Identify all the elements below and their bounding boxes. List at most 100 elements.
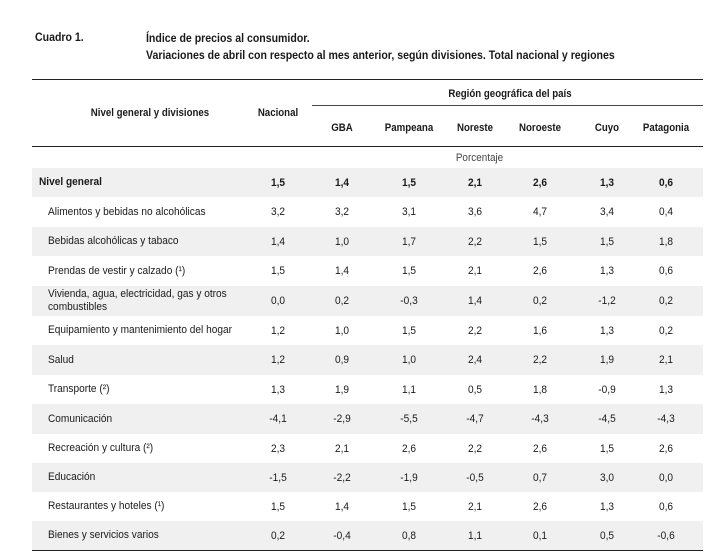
row-value: 1,3 — [270, 383, 286, 396]
row-value: 2,2 — [467, 235, 483, 248]
header-bottom-rule — [32, 146, 703, 147]
row-value: 2,6 — [658, 442, 674, 455]
row-value: -1,2 — [598, 295, 616, 307]
row-value: 3,4 — [599, 206, 615, 218]
row-label: Comunicación — [48, 412, 113, 425]
row-value: 1,5 — [401, 176, 417, 189]
row-value: 2,1 — [467, 265, 483, 277]
row-label: Equipamiento y mantenimiento del hogar — [48, 324, 232, 336]
row-value: 1,7 — [401, 235, 417, 248]
row-value: 2,1 — [334, 442, 350, 455]
row-value: 1,5 — [599, 442, 615, 455]
row-value: 2,6 — [532, 442, 548, 455]
unit-label: Porcentaje — [455, 152, 504, 164]
row-value: 2,1 — [658, 354, 674, 366]
row-label: Vivienda, agua, electricidad, gas y otro… — [48, 288, 227, 313]
row-value: 1,4 — [467, 295, 483, 307]
row-value: -4,3 — [531, 413, 549, 425]
row-value: 1,5 — [401, 324, 417, 337]
table-row: Vivienda, agua, electricidad, gas y otro… — [32, 286, 703, 316]
row-label: Bienes y servicios varios — [48, 529, 159, 541]
row-value: 1,5 — [599, 235, 615, 248]
table-row: Alimentos y bebidas no alcohólicas 3,2 3,2… — [32, 197, 703, 227]
table-row: Recreación y cultura (²) 2,3 2,1 2,6 2,2 2,6 1… — [32, 434, 703, 463]
caption-title: Índice de precios al consumidor. Variaci… — [146, 30, 615, 64]
row-value: 0,2 — [658, 324, 674, 337]
column-header-patagonia: Patagonia — [642, 122, 690, 134]
row-value: -4,1 — [269, 413, 287, 425]
row-value: 1,6 — [532, 324, 548, 337]
row-value: 1,5 — [270, 265, 286, 277]
table-row: Transporte (²) 1,3 1,9 1,1 0,5 1,8 -0,9 1,3 — [32, 375, 703, 404]
row-value: 0,0 — [270, 295, 286, 307]
table-row: Prendas de vestir y calzado (¹) 1,5 1,4 1,5… — [32, 256, 703, 286]
row-value: 2,6 — [532, 176, 548, 189]
row-label: Alimentos y bebidas no alcohólicas — [48, 205, 206, 218]
row-value: 1,0 — [334, 235, 350, 248]
row-label: Prendas de vestir y calzado (¹) — [48, 264, 186, 277]
column-header-region-group: Región geográfica del país — [448, 88, 572, 100]
row-value: 2,4 — [467, 354, 483, 366]
row-value: -0,5 — [466, 471, 484, 484]
row-label: Recreación y cultura (²) — [48, 442, 154, 454]
row-label: Salud — [48, 353, 74, 366]
row-value: 3,0 — [599, 471, 615, 484]
column-header-divisions: Nivel general y divisiones — [90, 107, 210, 119]
row-value: -5,5 — [400, 413, 418, 425]
row-value: 1,4 — [334, 500, 350, 513]
row-value: 2,2 — [467, 442, 483, 455]
row-value: 3,6 — [467, 206, 483, 218]
row-value: 1,5 — [270, 500, 286, 513]
row-value: 1,0 — [401, 354, 417, 366]
table-row: Comunicación -4,1 -2,9 -5,5 -4,7 -4,3 -4,5 -4,3 — [32, 404, 703, 434]
row-value: 0,8 — [401, 529, 417, 542]
row-value: 1,3 — [599, 324, 615, 337]
row-label: Bebidas alcohólicas y tabaco — [48, 235, 179, 247]
row-value: 3,2 — [334, 206, 350, 218]
row-value: 1,1 — [401, 383, 417, 396]
table-row: Educación -1,5 -2,2 -1,9 -0,5 0,7 3,0 0,0 — [32, 463, 703, 492]
row-value: 2,1 — [467, 176, 483, 189]
row-value: 3,1 — [401, 206, 417, 218]
table-row: Bienes y servicios varios 0,2 -0,4 0,8 1,1 0,… — [32, 521, 703, 550]
caption-title-line1: Índice de precios al consumidor. — [146, 31, 310, 45]
row-value: 1,5 — [401, 265, 417, 277]
row-label: Restaurantes y hoteles (¹) — [48, 500, 165, 512]
row-value: 2,6 — [532, 265, 548, 277]
row-value: 1,5 — [532, 235, 548, 248]
table-row: Restaurantes y hoteles (¹) 1,5 1,4 1,5 2,1 2,… — [32, 492, 703, 521]
row-label: Educación — [48, 471, 96, 483]
row-value: -0,4 — [333, 529, 351, 542]
row-value: 2,6 — [532, 500, 548, 513]
row-value: -1,9 — [400, 471, 418, 484]
row-value: 1,3 — [599, 176, 615, 189]
row-value: 2,6 — [401, 442, 417, 455]
row-value: 1,0 — [334, 324, 350, 337]
row-value: 1,1 — [467, 529, 483, 542]
row-value: 1,3 — [599, 265, 615, 277]
row-value: 0,2 — [334, 295, 350, 307]
row-value: 1,4 — [270, 235, 286, 248]
row-value: 0,6 — [658, 176, 674, 189]
row-value: 0,1 — [532, 529, 548, 542]
row-value: 1,2 — [270, 354, 286, 366]
row-value: 0,5 — [599, 529, 615, 542]
row-value: 0,7 — [532, 471, 548, 484]
row-value: 3,2 — [270, 206, 286, 218]
row-value: -0,6 — [657, 529, 675, 542]
row-value: 0,5 — [467, 383, 483, 396]
column-header-gba: GBA — [331, 122, 353, 134]
row-value: 1,8 — [658, 235, 674, 248]
row-value: 0,2 — [658, 295, 674, 307]
row-value: 1,5 — [270, 176, 286, 189]
column-header-noreste: Noreste — [456, 122, 494, 134]
row-value: -2,9 — [333, 413, 351, 425]
row-value: -4,3 — [657, 413, 675, 425]
column-header-pampeana: Pampeana — [384, 122, 434, 134]
row-value: 2,2 — [467, 324, 483, 337]
table-row-total: Nivel general 1,5 1,4 1,5 2,1 2,6 1,3 0,6 — [32, 168, 703, 197]
caption-label: Cuadro 1. — [35, 30, 84, 44]
column-header-noroeste: Noroeste — [519, 122, 561, 134]
table-top-rule — [32, 79, 703, 80]
row-value: 1,8 — [532, 383, 548, 396]
